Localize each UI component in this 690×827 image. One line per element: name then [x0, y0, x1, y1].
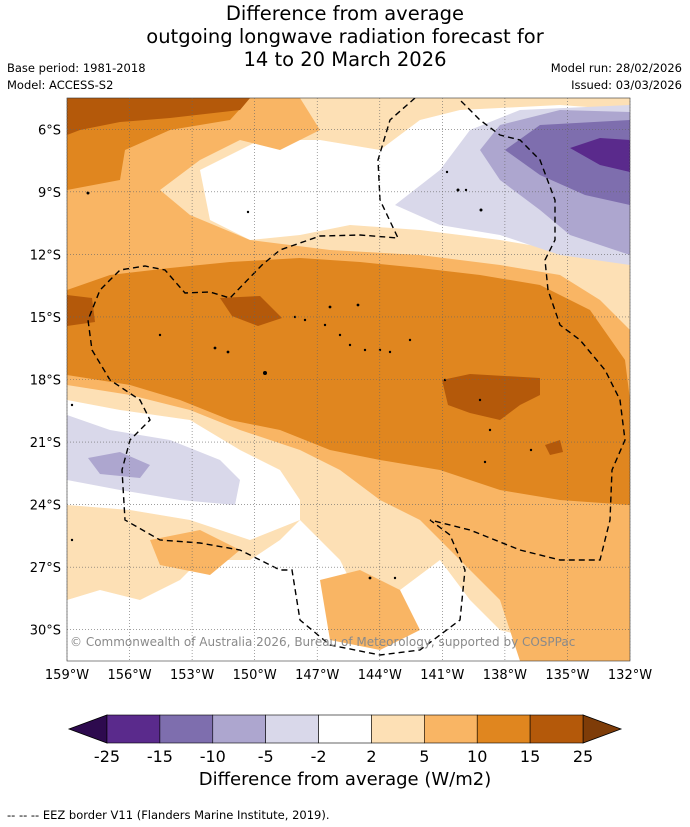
x-tick-label: 156°W: [107, 668, 151, 683]
colorbar-bin: [371, 714, 425, 744]
y-tick-label: 6°S: [38, 123, 61, 138]
colorbar-label: Difference from average (W/m2): [198, 769, 492, 790]
x-tick-label: 150°W: [233, 668, 277, 683]
x-tick-label: 132°W: [608, 668, 652, 683]
colorbar-bin: [318, 714, 372, 744]
y-tick-label: 21°S: [30, 436, 61, 451]
colorbar-bin: [106, 714, 161, 744]
x-tick-label: 153°W: [170, 668, 214, 683]
issued-date: Issued: 03/03/2026: [571, 78, 682, 92]
region-m5-west: [67, 415, 240, 505]
y-tick-label: 15°S: [30, 311, 61, 326]
colorbar-tick-label: 10: [467, 747, 487, 766]
x-tick-label: 144°W: [358, 668, 402, 683]
region-p15-east: [442, 374, 540, 420]
y-tick-label: 30°S: [30, 624, 61, 639]
colorbar-tick-label: 5: [419, 747, 429, 766]
islands: [70, 170, 533, 580]
chart-title: Difference from average outgoing longwav…: [0, 2, 690, 71]
meta-right: Model run: 28/02/2026 Issued: 03/03/2026: [551, 60, 682, 94]
y-tick-label: 24°S: [30, 499, 61, 514]
x-tick-label: 141°W: [420, 668, 464, 683]
y-tick-label: 9°S: [38, 186, 61, 201]
colorbar-bin: [529, 714, 584, 744]
region-p15-west: [67, 295, 95, 326]
region-m10-west: [88, 452, 150, 478]
colorbar-tick-label: 15: [520, 747, 540, 766]
colorbar-tick-label: -15: [147, 747, 173, 766]
x-axis: 159°W 156°W 153°W 150°W 147°W 144°W 141°W 138°W…: [45, 668, 652, 683]
region-p15-northwest: [67, 98, 250, 135]
colorbar-tick-label: -25: [94, 747, 120, 766]
colorbar-under-arrow: [67, 714, 108, 744]
title-line-3: 14 to 20 March 2026: [243, 48, 447, 71]
y-tick-label: 27°S: [30, 561, 61, 576]
region-p10-main: [67, 258, 630, 505]
colorbar-tick-label: 2: [366, 747, 376, 766]
colorbar-bin: [212, 714, 266, 744]
model-run: Model run: 28/02/2026: [550, 61, 682, 75]
colorbar-bin: [476, 714, 531, 744]
colorbar-bin: [159, 714, 214, 744]
colorbar-bin: [265, 714, 319, 744]
colorbar-over-arrow: [582, 714, 623, 744]
x-tick-label: 135°W: [545, 668, 589, 683]
gridlines: [66, 98, 631, 661]
y-axis: 6°S 9°S 12°S 15°S 18°S 21°S 24°S 27°S 30°S: [30, 123, 61, 638]
x-tick-label: 147°W: [295, 668, 339, 683]
model-name: Model: ACCESS-S2: [7, 78, 114, 92]
y-tick-label: 18°S: [30, 374, 61, 389]
colorbar-tick-label: -5: [258, 747, 274, 766]
x-tick-label: 159°W: [45, 668, 89, 683]
x-tick-label: 138°W: [483, 668, 527, 683]
colorbar-tick-label: -2: [311, 747, 327, 766]
meta-left: Base period: 1981-2018 Model: ACCESS-S2: [7, 60, 146, 94]
title-line-2: outgoing longwave radiation forecast for: [146, 25, 544, 48]
base-period: Base period: 1981-2018: [7, 61, 146, 75]
colorbar: -25 -15 -10 -5 -2 2 5 10 15 25: [67, 714, 623, 766]
eez-border: [87, 98, 626, 656]
colorbar-tick-label: 25: [573, 747, 593, 766]
colorbar-bin: [424, 714, 478, 744]
region-m20-north: [570, 138, 630, 172]
colorbar-tick-label: -10: [200, 747, 226, 766]
copyright-text: © Commonwealth of Australia 2026, Bureau…: [70, 635, 575, 649]
region-p15-center: [220, 296, 282, 326]
region-p15-small: [545, 440, 563, 455]
footnote: -- -- -- EEZ border V11 (Flanders Marine…: [7, 808, 330, 822]
y-tick-label: 12°S: [30, 248, 61, 263]
title-line-1: Difference from average: [225, 2, 465, 25]
